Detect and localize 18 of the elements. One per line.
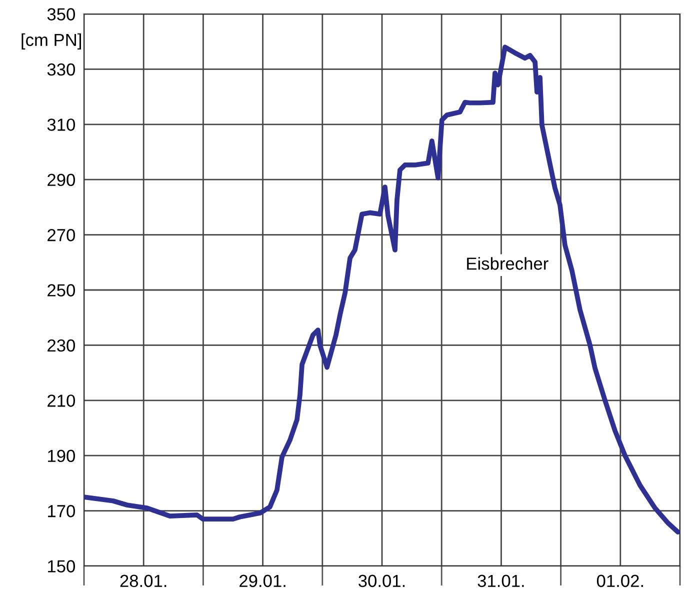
y-tick-label: 270 [48, 228, 75, 242]
x-tick-label: 01.02. [596, 574, 643, 588]
y-tick-label: 330 [47, 63, 75, 76]
y-axis-title: [cm PN] [22, 33, 81, 50]
x-tick-label: 31.01. [478, 574, 524, 588]
x-tick-label: 28.01. [120, 574, 166, 588]
y-tick-label: 190 [48, 450, 75, 462]
x-tick-label: 30.01. [358, 574, 405, 588]
y-tick-label: 250 [48, 284, 75, 296]
y-tick-label: 210 [48, 394, 75, 407]
x-tick-label: 29.01. [240, 574, 286, 588]
y-tick-label: 310 [47, 118, 75, 131]
annotation: Eisbrecher [467, 257, 548, 270]
y-tick-label: 290 [48, 174, 75, 186]
y-tick-label: 170 [48, 504, 75, 518]
y-tick-label: 150 [48, 560, 75, 572]
y-tick-label: 350 [47, 8, 75, 20]
y-tick-label: 230 [48, 339, 75, 352]
